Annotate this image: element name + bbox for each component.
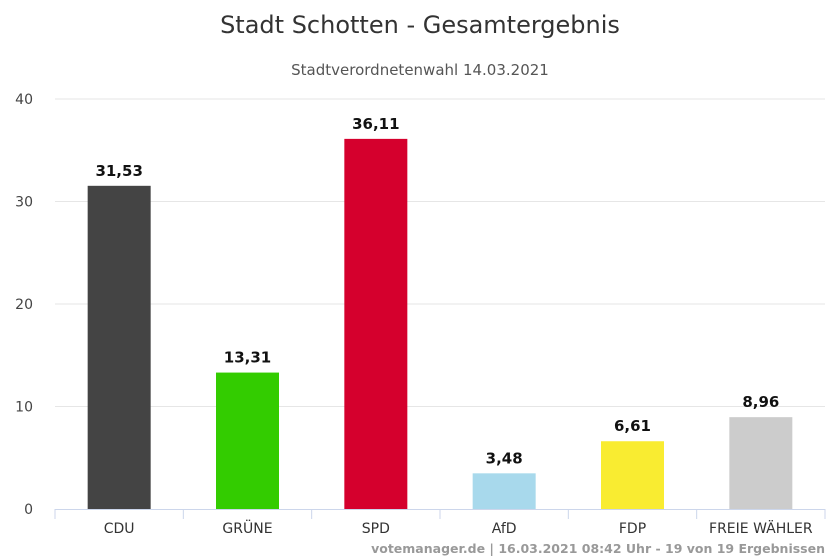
x-category-label: FDP — [619, 521, 646, 537]
x-category-label: CDU — [104, 521, 135, 537]
data-label: 8,96 — [742, 393, 779, 411]
bars — [87, 138, 793, 509]
bar-spd — [344, 138, 408, 509]
y-axis-tick-labels: 0 10 20 30 40 — [15, 92, 33, 518]
x-category-label: AfD — [492, 521, 517, 537]
bar-cdu — [87, 185, 151, 509]
y-tick-label: 30 — [15, 195, 33, 211]
data-labels: 31,53 13,31 36,11 3,48 6,61 8,96 — [95, 115, 779, 467]
chart-credit: votemanager.de | 16.03.2021 08:42 Uhr - … — [371, 541, 825, 556]
x-axis — [54, 509, 826, 519]
data-label: 36,11 — [352, 115, 399, 133]
x-category-label: SPD — [362, 521, 390, 537]
y-tick-label: 40 — [15, 92, 33, 108]
x-category-label: FREIE WÄHLER — [709, 519, 813, 537]
chart-subtitle: Stadtverordnetenwahl 14.03.2021 — [291, 61, 549, 79]
y-tick-label: 0 — [24, 502, 33, 518]
y-tick-label: 10 — [15, 400, 33, 416]
data-label: 6,61 — [614, 417, 651, 435]
bar-gr-ne — [216, 372, 279, 509]
y-tick-label: 20 — [15, 297, 33, 313]
data-label: 3,48 — [486, 449, 523, 467]
bar-fdp — [601, 441, 664, 509]
x-category-label: GRÜNE — [222, 519, 272, 537]
data-label: 13,31 — [224, 349, 271, 367]
gridlines — [55, 98, 825, 407]
bar-freie-w-hler — [729, 417, 793, 509]
bar-afd — [472, 473, 536, 509]
data-label: 31,53 — [95, 162, 142, 180]
chart-title: Stadt Schotten - Gesamtergebnis — [220, 11, 620, 39]
x-axis-category-labels: CDU GRÜNE SPD AfD FDP FREIE WÄHLER — [104, 519, 813, 537]
